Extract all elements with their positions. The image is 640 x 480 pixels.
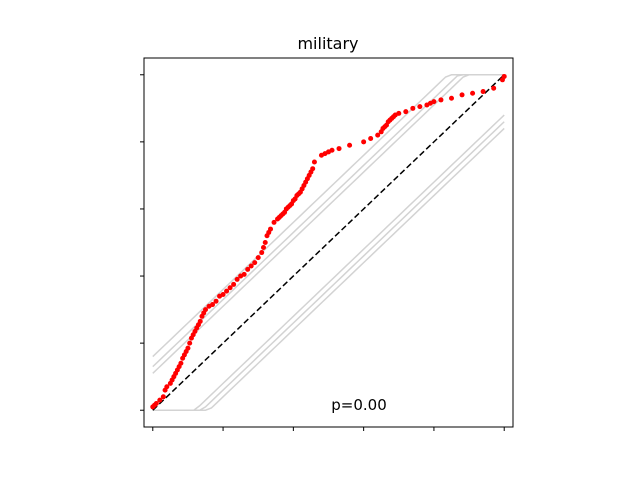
reference-line-layer [152, 74, 505, 411]
data-point [480, 89, 486, 95]
confidence-band-3 [152, 127, 505, 411]
data-point [255, 255, 261, 261]
data-point [160, 394, 166, 400]
confidence-bands-layer [152, 74, 505, 411]
data-point [259, 250, 265, 256]
p-value-annotation: p=0.00 [331, 396, 387, 414]
data-point [178, 360, 184, 366]
data-point [271, 219, 277, 225]
data-point [410, 105, 416, 111]
data-point [491, 85, 497, 91]
chart-title: military [297, 34, 358, 53]
data-point [153, 401, 159, 407]
data-point [203, 307, 208, 313]
confidence-band-4 [152, 121, 505, 411]
confidence-band-0 [152, 74, 505, 358]
data-point [311, 159, 317, 165]
confidence-band-5 [152, 114, 505, 411]
x-axis-ticks [152, 427, 505, 431]
data-point [336, 146, 342, 152]
y-axis-ticks [140, 74, 144, 411]
data-point [224, 288, 230, 294]
data-point [449, 95, 454, 101]
data-point [368, 136, 374, 142]
data-point [210, 302, 216, 308]
data-point [248, 263, 254, 269]
data-point [220, 292, 226, 297]
data-point [268, 226, 274, 232]
data-point [245, 266, 251, 272]
data-point [403, 109, 409, 115]
data-point [431, 99, 437, 105]
data-point [347, 142, 353, 148]
data-point [241, 271, 247, 277]
data-point [231, 281, 237, 287]
plot-frame [143, 57, 514, 428]
data-point [310, 166, 316, 172]
data-point [252, 260, 258, 266]
data-point [501, 73, 507, 79]
data-point [459, 92, 465, 98]
data-points-layer [150, 73, 507, 410]
data-point [438, 97, 444, 103]
data-point [470, 90, 476, 96]
chart-title-group: military [297, 34, 358, 53]
data-point [361, 139, 367, 145]
data-point [329, 147, 335, 153]
data-point [262, 240, 268, 245]
data-point [227, 285, 233, 291]
data-point [396, 110, 402, 116]
data-point [197, 318, 203, 324]
data-point [164, 384, 170, 390]
data-point [375, 132, 381, 138]
data-point [185, 345, 191, 351]
data-point [213, 298, 219, 304]
data-point [187, 340, 193, 346]
reference-diagonal-line [152, 74, 505, 411]
data-point [260, 245, 266, 251]
confidence-band-2 [152, 74, 505, 374]
data-point [417, 104, 423, 110]
data-point [157, 397, 163, 403]
data-point [234, 276, 240, 282]
confidence-band-1 [152, 74, 505, 368]
